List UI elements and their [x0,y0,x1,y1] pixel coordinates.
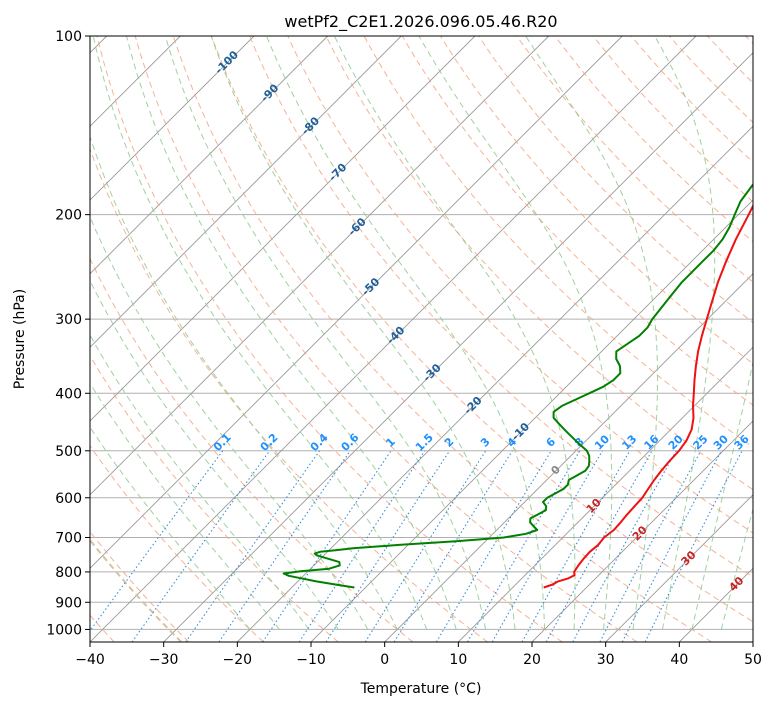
mixing-ratio-line [90,450,224,632]
dry-adiabat-line [96,36,563,642]
mixing-ratio-line [298,450,426,642]
isotherm-line [90,36,697,642]
x-tick-label: 30 [597,652,615,668]
dry-adiabat-line [90,354,339,642]
y-tick-label: 800 [55,565,82,581]
moist-adiabat-line [691,359,753,630]
moist-adiabat-line [210,36,516,630]
y-tick-label: 1000 [46,622,82,638]
dry-adiabat-line [90,257,414,642]
y-tick-label: 100 [55,29,82,45]
mixing-ratio-line [262,450,392,642]
isotherm-line [90,36,476,422]
moist-adiabat-line [90,426,251,630]
moist-adiabat-lines [90,36,753,630]
x-axis-title: Temperature (°C) [360,681,482,697]
isobar-lines [90,36,753,630]
moist-adiabat-line [126,36,457,630]
moist-adiabat-line [720,507,753,630]
mixing-ratio-line [599,450,702,642]
isotherm-line [457,346,753,642]
mixing-ratio-lines [90,450,743,642]
y-tick-label: 600 [55,491,82,507]
isotherm-line [531,420,753,642]
x-tick-label: 50 [744,652,762,668]
mixing-ratio-line [545,450,653,642]
moist-adiabat-line [90,334,310,630]
y-tick-label: 900 [55,595,82,611]
isotherm-line [90,36,623,569]
mixing-ratio-line [644,450,743,642]
x-tick-label: 10 [449,652,467,668]
moist-adiabat-line [92,36,428,630]
isotherm-line [90,36,550,496]
mixing-ratio-line [364,450,487,642]
dry-adiabat-line [172,36,712,642]
dry-adiabat-line [90,444,264,642]
profile-series [282,182,753,589]
dewpoint-line [282,182,753,589]
isotherm-line [605,494,753,642]
mixing-ratio-line [185,450,321,642]
isotherm-line [90,36,329,275]
moist-adiabat-line [525,36,658,630]
isotherm-line [90,36,255,201]
dry-adiabat-line [211,36,753,623]
mixing-ratio-line [521,450,631,642]
mixing-ratio-line [435,450,552,642]
dry-adiabat-line [516,36,753,283]
moist-adiabat-line [333,36,576,630]
mixing-ratio-line [131,450,271,642]
y-tick-label: 200 [55,208,82,224]
x-tick-label: −40 [75,652,105,668]
x-axis-ticks: −40 −30 −20 −10 0 10 20 30 40 50 [75,642,762,668]
isotherm-line [236,125,753,642]
moist-adiabat-line [164,36,487,630]
isotherm-line [90,36,402,348]
x-tick-label: −20 [223,652,253,668]
x-tick-label: −10 [296,652,326,668]
moist-adiabat-line [654,36,716,630]
moist-adiabat-line [90,215,369,630]
dry-adiabat-line [249,36,753,578]
temperature-line [543,203,753,589]
y-tick-label: 400 [55,386,82,402]
moist-adiabat-line [90,382,280,630]
mixing-ratio-line [572,450,677,642]
x-tick-label: −30 [149,652,179,668]
dry-adiabat-line [325,36,753,491]
y-tick-label: 300 [55,312,82,328]
isotherm-lines [90,36,753,642]
plot-area: 0.1 0.2 0.4 0.6 1 1.5 2 3 4 6 8 10 13 16 20 25 30 36-100-… [90,36,753,642]
moist-adiabat-line [90,135,398,630]
x-tick-label: 20 [523,652,541,668]
mixing-ratio-line [218,450,351,642]
plot-frame [89,35,754,643]
dry-adiabat-lines [90,36,753,642]
dry-adiabat-line [287,36,753,534]
mixing-ratio-line [325,450,451,642]
y-tick-label: 700 [55,531,82,547]
x-tick-label: 40 [670,652,688,668]
x-tick-label: 0 [380,652,389,668]
moist-adiabat-line [418,36,613,630]
y-axis-ticks: 100 200 300 400 500 600 700 800 900 1000 [46,29,90,638]
moist-adiabat-line [90,279,339,630]
y-tick-label: 500 [55,444,82,460]
chart-title: wetPf2_C2E1.2026.096.05.46.R20 [284,12,557,32]
isotherm-line [163,52,753,642]
moist-adiabat-line [266,36,546,630]
y-axis-title: Pressure (hPa) [12,289,28,389]
isotherm-line [384,273,753,642]
